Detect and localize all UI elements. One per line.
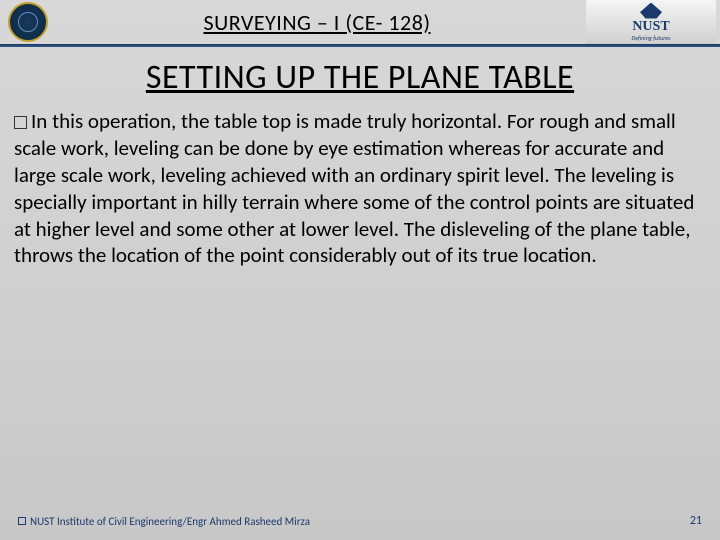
page-number: 21 bbox=[690, 514, 702, 528]
body-text-content: In this operation, the table top is made… bbox=[14, 108, 694, 268]
footer-attribution-text: NUST Institute of Civil Engineering/Engr… bbox=[30, 515, 310, 528]
body-paragraph: In this operation, the table top is made… bbox=[0, 108, 720, 269]
bullet-square-icon bbox=[14, 116, 27, 129]
header-divider bbox=[0, 44, 720, 47]
slide-footer: NUST Institute of Civil Engineering/Engr… bbox=[0, 514, 720, 528]
footer-attribution: NUST Institute of Civil Engineering/Engr… bbox=[18, 515, 310, 528]
nust-logo: NUST Defining futures bbox=[586, 0, 716, 44]
nust-tagline: Defining futures bbox=[632, 34, 671, 42]
nust-logo-text: NUST bbox=[632, 20, 669, 34]
bullet-square-small-icon bbox=[18, 517, 26, 525]
slide-header: SURVEYING – I (CE- 128) NUST Defining fu… bbox=[0, 0, 720, 44]
institution-seal-icon bbox=[8, 2, 48, 42]
course-title: SURVEYING – I (CE- 128) bbox=[48, 9, 586, 36]
slide-title: SETTING UP THE PLANE TABLE bbox=[0, 57, 720, 98]
nust-shield-icon bbox=[640, 3, 662, 19]
